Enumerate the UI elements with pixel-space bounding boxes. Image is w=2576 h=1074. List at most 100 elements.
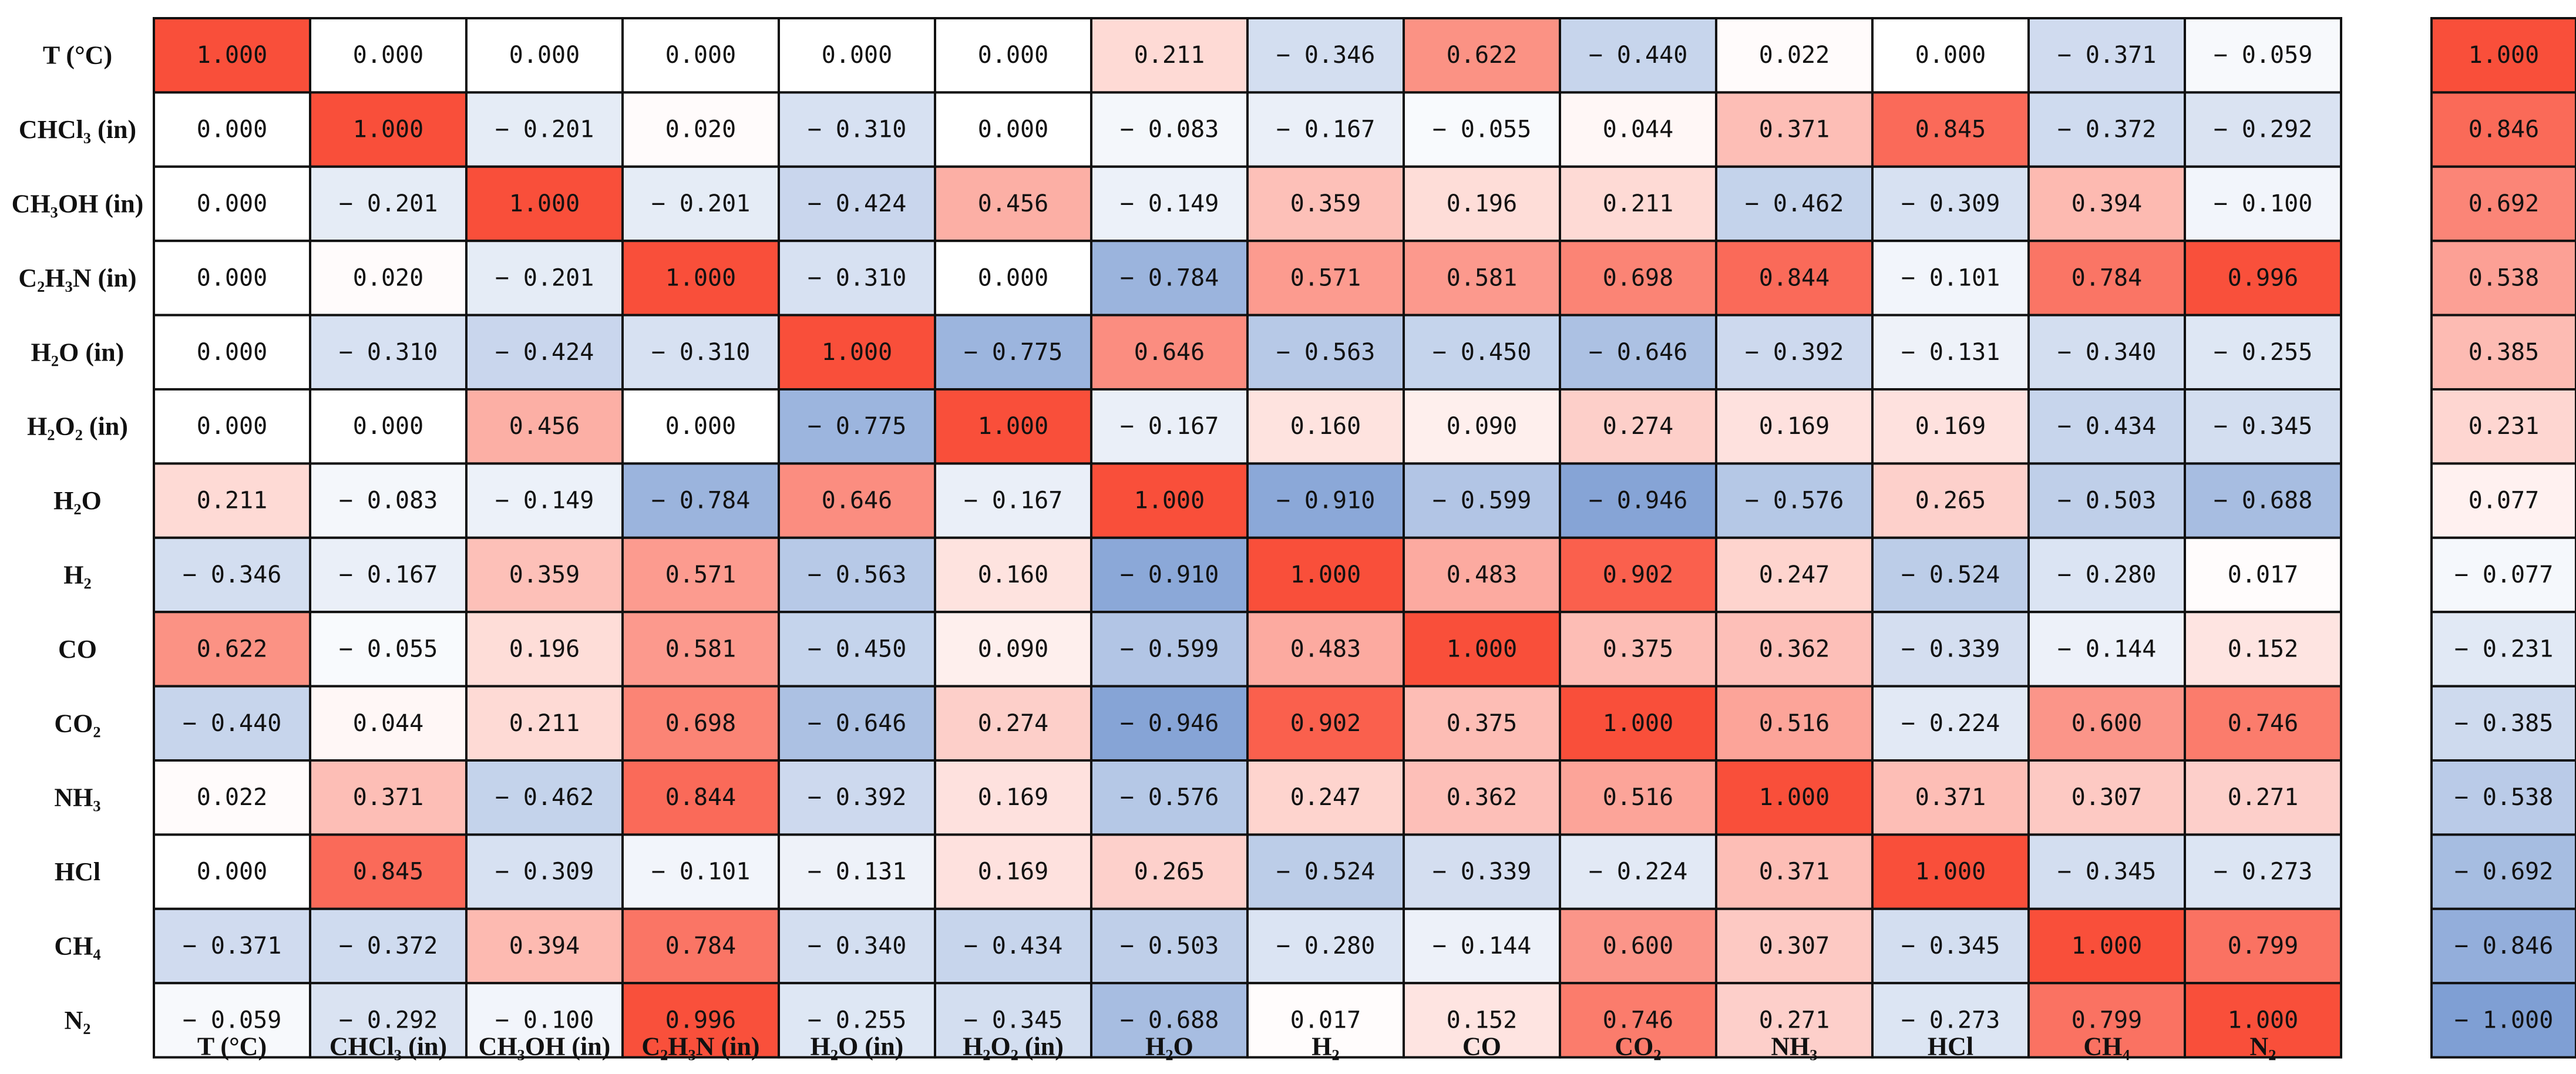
cell-value: − 0.450: [1432, 339, 1532, 366]
heatmap-cell: [1559, 611, 1717, 688]
cell-value: 0.698: [665, 710, 736, 737]
cell-value: − 0.392: [808, 784, 907, 811]
heatmap-cells: 1.000 0.000 0.000 0.000 0.000 0.000 0.211 − 0.3…: [153, 17, 2342, 1059]
heatmap-cell: [309, 91, 468, 168]
cell-value: − 0.563: [808, 561, 907, 588]
cell-value: 0.845: [1915, 116, 1986, 143]
heatmap-cell: [1403, 536, 1561, 614]
heatmap-cell: [309, 759, 468, 836]
colorbar-tick-label: − 0.846: [2454, 932, 2554, 959]
heatmap-cell: [1403, 982, 1561, 1059]
heatmap-cell: [1246, 91, 1405, 168]
row-label: CO: [58, 635, 97, 664]
cell-value: − 0.101: [651, 858, 751, 886]
color-scale: 1.000 0.846 0.692 0.538 0.385 0.231 0.077 − 0.0…: [2430, 17, 2576, 1059]
cell-value: − 0.462: [1745, 190, 1844, 217]
cell-value: 0.017: [2228, 561, 2298, 588]
heatmap-cell: [1403, 240, 1561, 317]
cell-value: − 0.784: [651, 487, 751, 514]
cell-value: − 0.149: [1120, 190, 1219, 217]
cell-value: 0.000: [197, 858, 267, 886]
heatmap-cell: [465, 240, 624, 317]
row-label: H₂O: [53, 486, 102, 515]
colorbar-tick-label: 0.385: [2469, 339, 2539, 366]
column-label: N₂: [2250, 1032, 2276, 1061]
cell-value: − 0.775: [964, 339, 1063, 366]
cell-value: 0.000: [197, 339, 267, 366]
cell-value: 0.169: [1759, 413, 1830, 440]
cell-value: − 0.167: [964, 487, 1063, 514]
cell-value: 0.169: [1915, 413, 1986, 440]
heatmap-cell: [2027, 91, 2186, 168]
heatmap-cell: [1715, 462, 1874, 539]
cell-value: 0.646: [822, 487, 892, 514]
cell-value: 0.211: [197, 487, 267, 514]
row-label: NH₃: [54, 783, 100, 812]
heatmap-cell: [934, 388, 1092, 465]
heatmap-cell: [465, 833, 624, 910]
colorbar-tick-label: − 0.692: [2454, 858, 2554, 886]
cell-value: 0.271: [1759, 1006, 1830, 1033]
cell-value: − 0.524: [1901, 561, 2000, 588]
cell-value: 0.456: [509, 413, 580, 440]
cell-value: − 0.224: [1589, 858, 1688, 886]
cell-value: − 0.255: [2214, 339, 2313, 366]
heatmap-cell: [1090, 611, 1249, 688]
heatmap-cell: [1246, 611, 1405, 688]
cell-value: 0.622: [197, 635, 267, 662]
heatmap-cell: [2184, 462, 2342, 539]
cell-value: 0.371: [1915, 784, 1986, 811]
cell-value: − 0.059: [183, 1006, 282, 1033]
cell-value: 0.746: [1603, 1006, 1673, 1033]
row-label: HCl: [55, 857, 100, 886]
heatmap-cell: [1246, 17, 1405, 94]
heatmap-cell: [2184, 982, 2342, 1059]
cell-value: − 0.167: [1120, 413, 1219, 440]
column-label: T (°C): [197, 1032, 267, 1061]
heatmap-cell: [778, 91, 936, 168]
cell-value: 0.044: [1603, 116, 1673, 143]
heatmap-cell: [1715, 611, 1874, 688]
cell-value: − 0.775: [808, 413, 907, 440]
cell-value: 1.000: [2071, 932, 2142, 959]
cell-value: − 0.450: [808, 635, 907, 662]
cell-value: − 0.946: [1589, 487, 1688, 514]
colorbar-tick-label: − 0.231: [2454, 635, 2554, 662]
colorbar-segment: [2430, 759, 2576, 836]
cell-value: − 0.309: [1901, 190, 2000, 217]
cell-value: − 0.434: [964, 932, 1063, 959]
cell-value: 0.000: [1915, 42, 1986, 69]
heatmap-cell: [1871, 17, 2030, 94]
heatmap-cell: [465, 611, 624, 688]
cell-value: − 0.310: [651, 339, 751, 366]
cell-value: 0.211: [509, 710, 580, 737]
cell-value: 0.022: [197, 784, 267, 811]
heatmap-cell: [153, 833, 311, 910]
cell-value: − 0.101: [1901, 264, 2000, 291]
heatmap-cell: [1403, 91, 1561, 168]
cell-value: − 0.784: [1120, 264, 1219, 291]
cell-value: 0.169: [978, 784, 1048, 811]
heatmap-cell: [621, 91, 780, 168]
heatmap-cell: [153, 536, 311, 614]
cell-value: − 0.346: [183, 561, 282, 588]
cell-value: 0.902: [1290, 710, 1361, 737]
heatmap-cell: [465, 685, 624, 762]
heatmap-cell: [309, 536, 468, 614]
cell-value: 0.375: [1603, 635, 1673, 662]
cell-value: 0.247: [1759, 561, 1830, 588]
heatmap-cell: [2184, 165, 2342, 243]
cell-value: 0.784: [665, 932, 736, 959]
cell-value: 1.000: [1603, 710, 1673, 737]
heatmap-cell: [778, 536, 936, 614]
heatmap-cell: [1090, 388, 1249, 465]
colorbar-segment: [2430, 17, 2576, 94]
cell-value: − 0.346: [1276, 42, 1376, 69]
row-label: CH₃OH (in): [12, 190, 144, 218]
heatmap-cell: [1559, 17, 1717, 94]
cell-value: 0.516: [1603, 784, 1673, 811]
cell-value: 1.000: [1134, 487, 1205, 514]
cell-value: 0.274: [1603, 413, 1673, 440]
cell-value: − 0.688: [1120, 1006, 1219, 1033]
cell-value: 0.996: [2228, 264, 2298, 291]
